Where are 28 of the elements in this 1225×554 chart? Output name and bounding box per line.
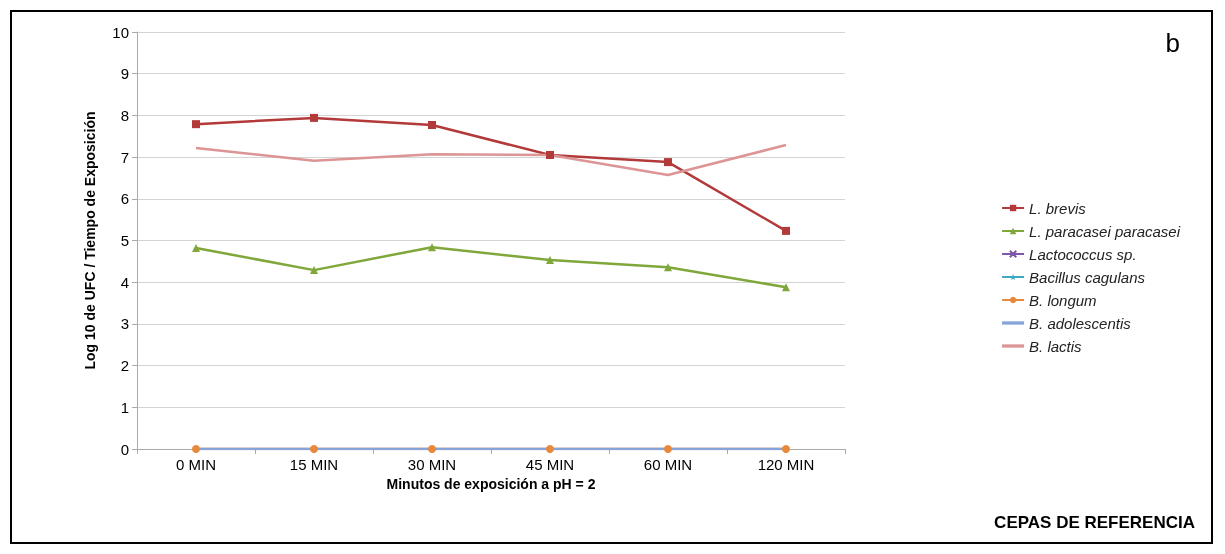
legend-label: B. longum <box>1029 291 1097 309</box>
text: CEPAS DE REFERENCIA <box>994 513 1196 532</box>
y-tick-label: 3 <box>120 315 129 333</box>
y-tick-label: 2 <box>120 357 129 375</box>
x-tick-label: 15 MIN <box>289 456 339 473</box>
y-tick-label: 5 <box>120 232 129 249</box>
x-tick-label: 120 MIN <box>757 456 815 473</box>
legend-label: Bacillus cagulans <box>1029 268 1146 286</box>
legend-label: B. adolescentis <box>1029 314 1132 332</box>
x-axis-title: Minutos de exposición a pH = 2 <box>386 476 596 492</box>
legend-label: B. lactis <box>1029 337 1083 355</box>
y-tick-label: 0 <box>120 440 129 458</box>
legend-label: L. brevis <box>1029 199 1087 217</box>
y-axis-title: Log 10 de UFC / Tiempo de Exposición <box>82 111 98 370</box>
text: b <box>1165 28 1181 58</box>
y-tick-label: 1 <box>120 398 129 416</box>
y-tick-label: 10 <box>112 23 129 41</box>
legend-label: Lactococcus sp. <box>1029 245 1137 263</box>
y-tick-label: 6 <box>120 190 129 208</box>
y-tick-label: 7 <box>120 148 129 166</box>
y-tick-label: 4 <box>120 273 129 291</box>
x-tick-label: 60 MIN <box>643 456 693 473</box>
x-tick-label: 30 MIN <box>407 456 457 473</box>
x-tick-label: 0 MIN <box>175 456 217 473</box>
x-tick-label: 45 MIN <box>525 456 575 473</box>
legend-label: L. paracasei paracasei <box>1029 222 1181 240</box>
y-tick-label: 8 <box>120 106 129 124</box>
y-tick-label: 9 <box>120 65 129 83</box>
